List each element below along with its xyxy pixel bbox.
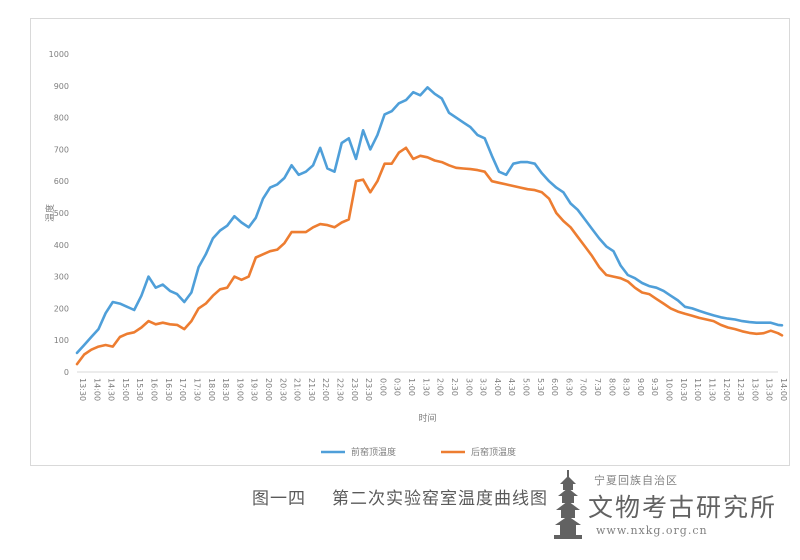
x-tick-label: 21:30 (307, 378, 316, 401)
x-tick-label: 14:30 (107, 378, 116, 401)
x-tick-label: 14:00 (92, 378, 101, 401)
y-axis-ticks: 0 100 200 300 400 500 600 700 800 900 1000 (49, 50, 69, 377)
x-tick-label: 1:00 (407, 378, 416, 396)
x-tick-label: 22:30 (336, 378, 345, 401)
y-tick-label: 1000 (49, 50, 69, 59)
y-tick-label: 600 (54, 177, 69, 186)
x-tick-label: 5:00 (521, 378, 530, 396)
x-tick-label: 6:00 (550, 378, 559, 396)
x-tick-label: 18:30 (221, 378, 230, 401)
series-line-2 (75, 146, 784, 366)
x-axis-ticks: 13:30 14:00 14:30 15:00 15:30 16:00 16:30 17:00… (78, 378, 788, 401)
x-axis-title: 时间 (418, 412, 436, 424)
x-tick-label: 9:30 (650, 378, 659, 396)
x-tick-label: 23:00 (350, 378, 359, 401)
series-line-1 (75, 86, 784, 355)
x-tick-label: 9:00 (636, 378, 645, 396)
chart-legend: 前窑顶温度 后窑顶温度 (321, 446, 516, 458)
series-lines (75, 86, 784, 366)
x-tick-label: 13:30 (78, 378, 87, 401)
x-tick-label: 2:00 (436, 378, 445, 396)
x-tick-label: 17:30 (192, 378, 201, 401)
x-tick-label: 17:00 (178, 378, 187, 401)
x-tick-label: 13:30 (765, 378, 774, 401)
x-tick-label: 16:00 (150, 378, 159, 401)
figure-number: 图一四 (252, 489, 306, 509)
y-tick-label: 100 (54, 336, 69, 345)
x-tick-label: 13:00 (750, 378, 759, 401)
x-tick-label: 6:30 (564, 378, 573, 396)
watermark-url: www.nxkg.org.cn (596, 524, 708, 537)
legend-label-1: 前窑顶温度 (351, 446, 396, 458)
chart-frame: 0 100 200 300 400 500 600 700 800 900 1000 13:30 14… (30, 18, 790, 466)
x-tick-label: 0:00 (378, 378, 387, 396)
y-tick-label: 800 (54, 114, 69, 123)
y-tick-label: 0 (64, 368, 69, 377)
x-tick-label: 11:30 (707, 378, 716, 401)
y-tick-label: 700 (54, 145, 69, 154)
x-tick-label: 21:00 (293, 378, 302, 401)
pagoda-logo-icon (554, 470, 582, 539)
x-tick-label: 4:30 (507, 378, 516, 396)
figure-title: 第二次实验窑室温度曲线图 (332, 489, 548, 509)
x-tick-label: 4:00 (493, 378, 502, 396)
institute-watermark: 宁夏回族自治区 文物考古研究所 www.nxkg.org.cn (548, 468, 788, 548)
x-tick-label: 18:00 (207, 378, 216, 401)
x-tick-label: 3:00 (464, 378, 473, 396)
y-axis-title: 温度 (44, 204, 56, 222)
watermark-region-text: 宁夏回族自治区 (594, 474, 678, 487)
x-tick-label: 2:30 (450, 378, 459, 396)
x-tick-label: 22:00 (321, 378, 330, 401)
x-tick-label: 15:00 (121, 378, 130, 401)
x-tick-label: 23:30 (364, 378, 373, 401)
x-tick-label: 8:00 (607, 378, 616, 396)
y-tick-label: 300 (54, 273, 69, 282)
x-tick-label: 20:00 (264, 378, 273, 401)
x-tick-label: 19:00 (235, 378, 244, 401)
x-tick-label: 14:00 (779, 378, 788, 401)
x-tick-label: 15:30 (135, 378, 144, 401)
line-chart: 0 100 200 300 400 500 600 700 800 900 1000 13:30 14… (44, 50, 788, 458)
y-tick-label: 400 (54, 241, 69, 250)
x-tick-label: 5:30 (536, 378, 545, 396)
x-tick-label: 0:30 (393, 378, 402, 396)
y-tick-label: 900 (54, 82, 69, 91)
x-tick-label: 10:30 (679, 378, 688, 401)
x-tick-label: 16:30 (164, 378, 173, 401)
x-tick-label: 3:30 (479, 378, 488, 396)
x-tick-label: 19:30 (250, 378, 259, 401)
x-tick-label: 7:00 (579, 378, 588, 396)
legend-label-2: 后窑顶温度 (471, 446, 516, 458)
figure-caption: 图一四 第二次实验窑室温度曲线图 (0, 484, 800, 509)
x-tick-label: 20:30 (278, 378, 287, 401)
watermark-institute-name: 文物考古研究所 (588, 493, 778, 522)
x-tick-label: 7:30 (593, 378, 602, 396)
x-tick-label: 8:30 (622, 378, 631, 396)
x-tick-label: 11:00 (693, 378, 702, 401)
y-tick-label: 500 (54, 209, 69, 218)
x-tick-label: 12:00 (722, 378, 731, 401)
x-tick-label: 1:30 (421, 378, 430, 396)
x-tick-label: 12:30 (736, 378, 745, 401)
x-tick-label: 10:00 (665, 378, 674, 401)
y-tick-label: 200 (54, 304, 69, 313)
